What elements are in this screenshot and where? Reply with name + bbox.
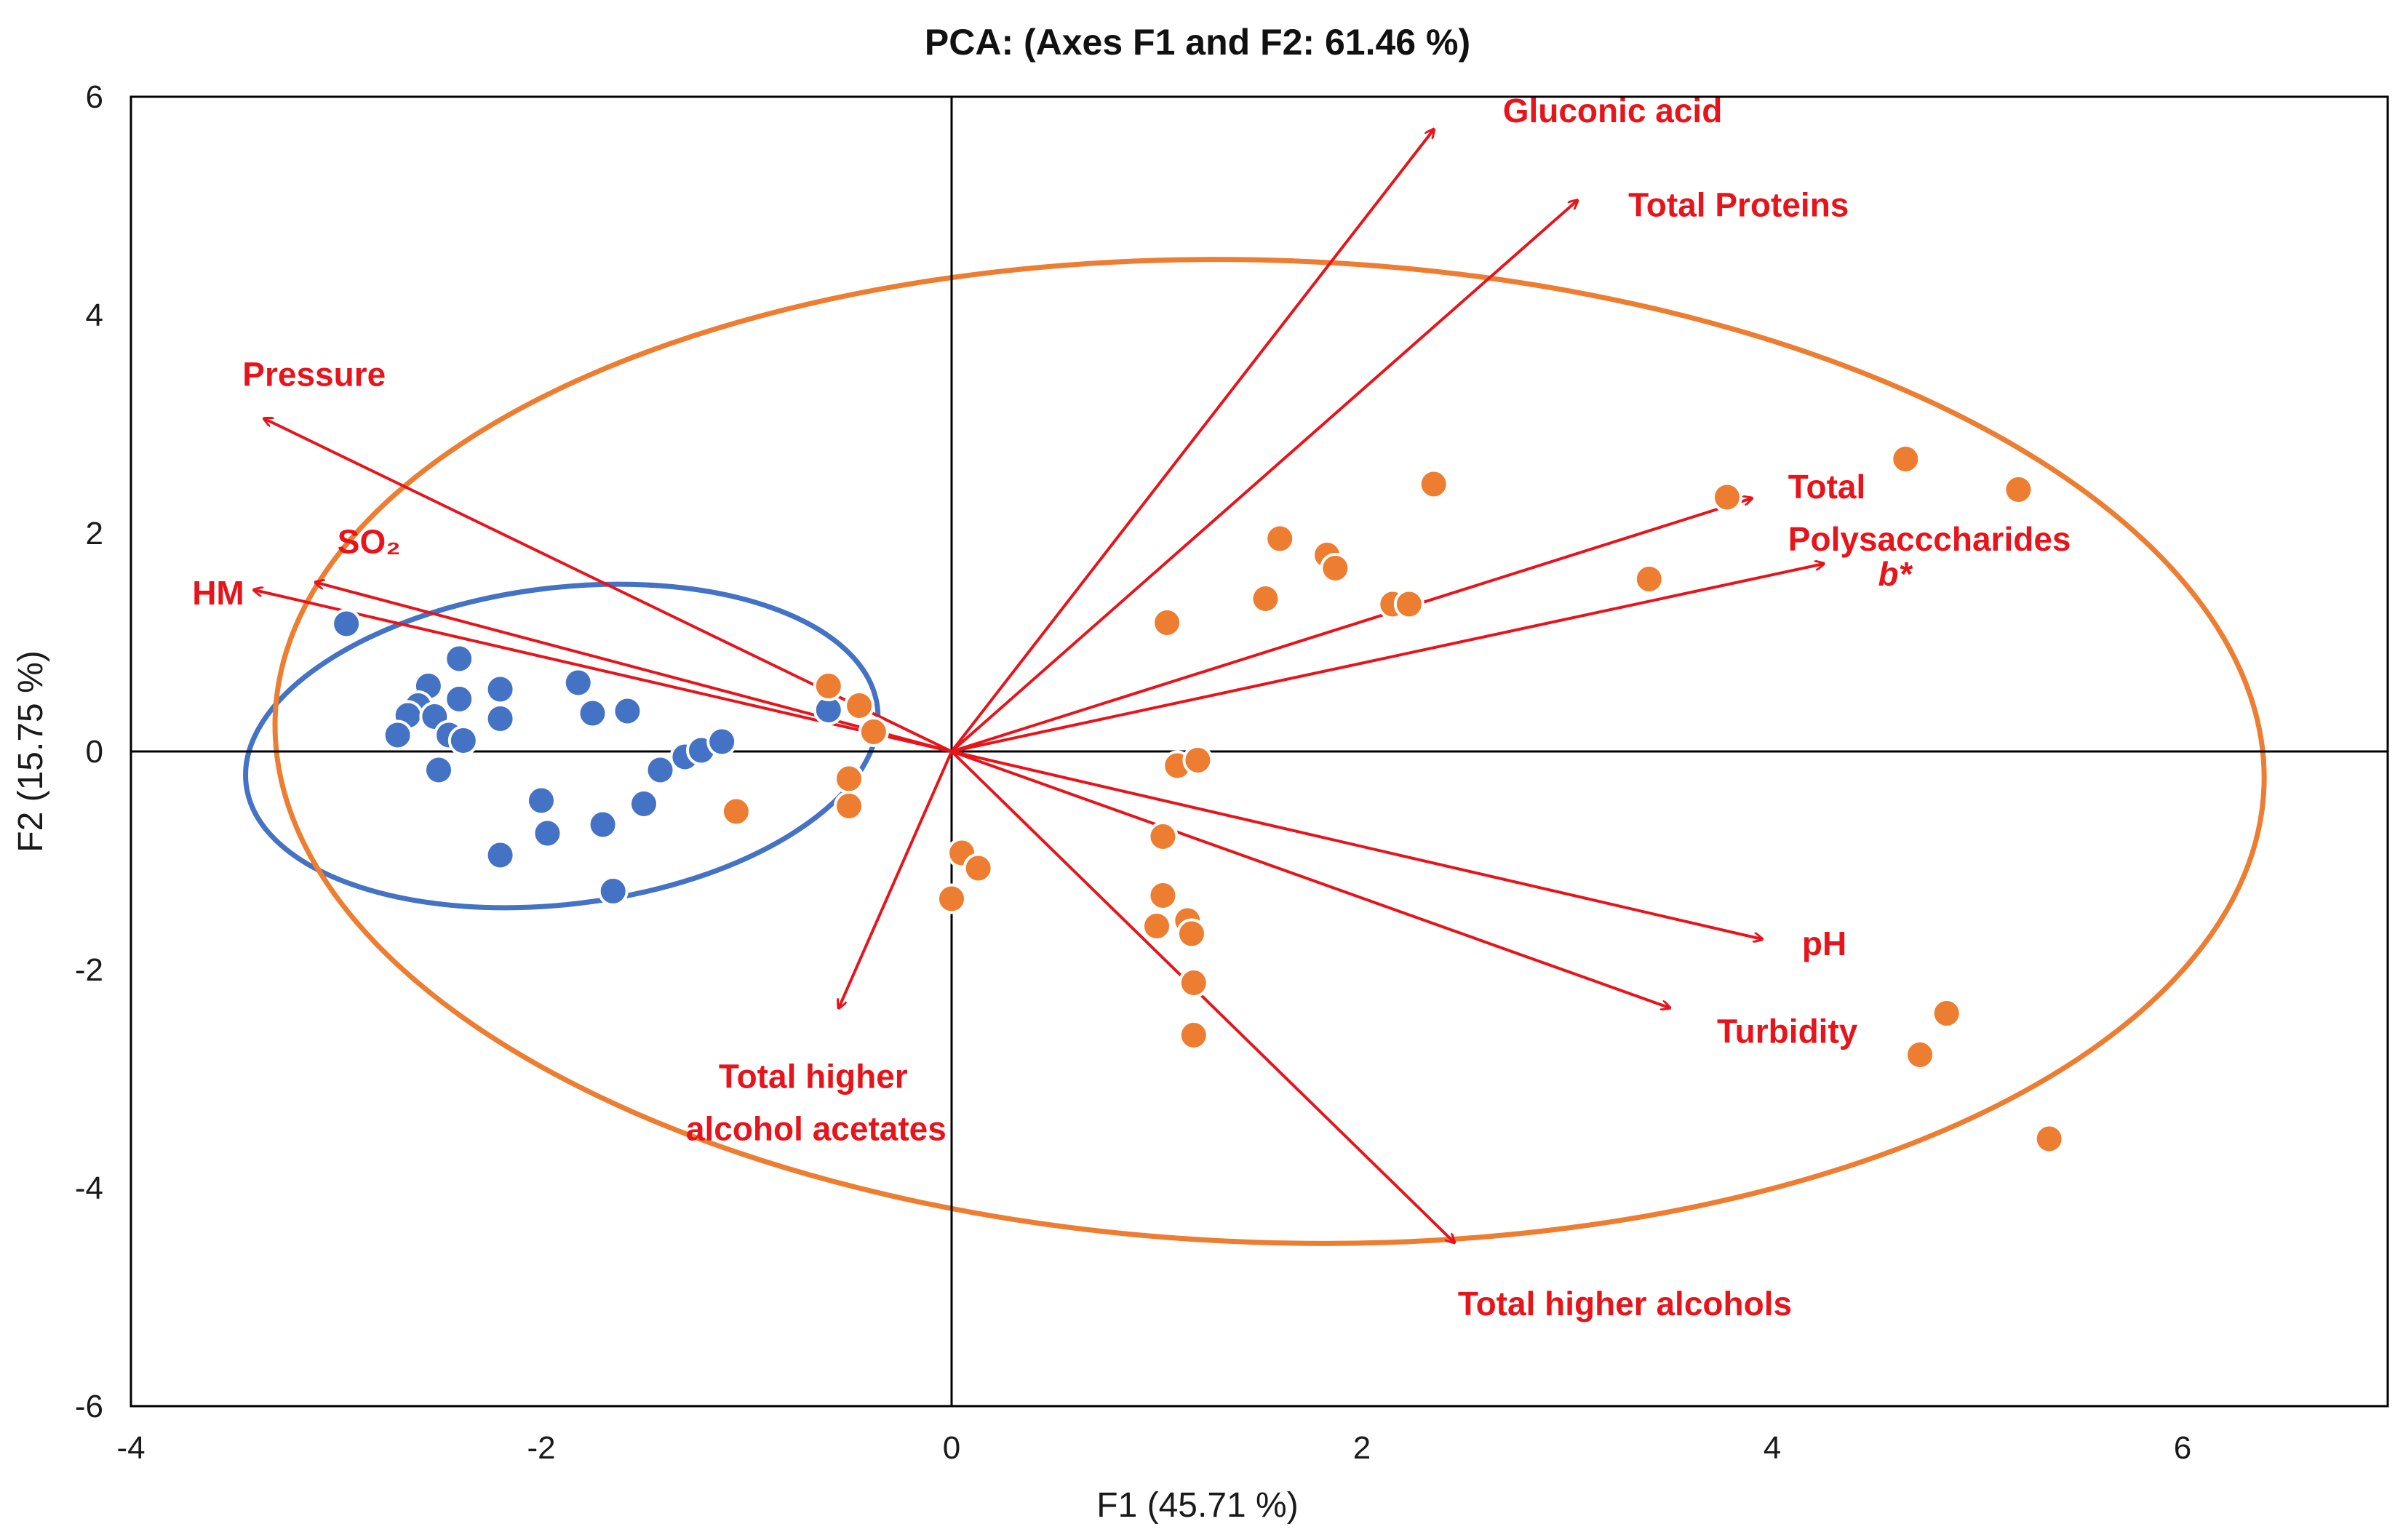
chart-title: PCA: (Axes F1 and F2: 61.46 %) xyxy=(925,22,1470,63)
group1-point-16 xyxy=(645,754,676,786)
group2-point-29 xyxy=(1178,1020,1209,1050)
vector-label-1: Total Proteins xyxy=(1628,186,1849,224)
vector-label-5: SO₂ xyxy=(338,523,401,561)
group1-point-4 xyxy=(444,684,475,714)
group2-point-17 xyxy=(2003,474,2034,505)
group1-point-0 xyxy=(331,608,362,639)
group2-point-28 xyxy=(1178,968,1209,998)
y-tick-label: 0 xyxy=(86,734,103,770)
y-tick-label: -2 xyxy=(75,952,103,988)
group2-point-4 xyxy=(834,791,864,821)
vector-label-9: Total higher xyxy=(719,1058,908,1096)
group2-point-20 xyxy=(1147,821,1179,852)
group2-point-30 xyxy=(1905,1040,1936,1070)
vector-arrow-9 xyxy=(839,751,953,1008)
x-tick-label: 0 xyxy=(943,1430,960,1466)
vector-arrow-7 xyxy=(951,750,1762,939)
group1-point-25 xyxy=(597,876,629,906)
group1-point-22 xyxy=(532,818,563,849)
group1-point-24 xyxy=(485,839,516,871)
vector-arrow-2 xyxy=(951,498,1752,753)
group1-point-20 xyxy=(629,789,659,819)
group1-point-12 xyxy=(423,754,454,786)
vector-arrow-6 xyxy=(254,590,952,753)
group1-point-14 xyxy=(577,698,608,729)
vector-label-2: Total xyxy=(1788,468,1865,506)
group2-point-31 xyxy=(1931,998,1962,1029)
group1-point-13 xyxy=(562,667,594,698)
vector-label-6: HM xyxy=(192,574,244,612)
vector-label-4: Pressure xyxy=(242,356,386,394)
group2-point-3 xyxy=(834,763,864,794)
group1-point-21 xyxy=(526,785,557,816)
group2-point-13 xyxy=(1418,468,1449,500)
group1-point-9 xyxy=(382,719,413,751)
y-tick-label: -4 xyxy=(75,1170,103,1206)
vector-label-3: b* xyxy=(1878,555,1913,593)
x-tick-label: 2 xyxy=(1353,1430,1371,1466)
group1-point-11 xyxy=(447,725,479,756)
group2-point-6 xyxy=(1152,607,1183,638)
vector-arrow-10 xyxy=(950,750,1454,1242)
group2-confidence-ellipse xyxy=(272,257,2267,1246)
group1-point-23 xyxy=(587,809,618,840)
vector-label-2-line2: Polysacccharides xyxy=(1788,520,2071,558)
vector-arrow-5 xyxy=(316,583,952,753)
group2-point-16 xyxy=(1890,444,1921,474)
group2-point-2 xyxy=(858,717,889,747)
x-axis-title: F1 (45.71 %) xyxy=(1096,1486,1298,1525)
group1-point-6 xyxy=(485,703,516,734)
group2-point-15 xyxy=(1711,482,1742,513)
vector-arrow-3 xyxy=(951,564,1824,753)
group2-point-24 xyxy=(1147,880,1179,911)
group2-point-1 xyxy=(844,690,875,721)
vector-arrow-1 xyxy=(950,201,1577,753)
group2-point-7 xyxy=(1264,523,1296,554)
group2-point-19 xyxy=(1182,745,1214,775)
group2-point-27 xyxy=(1176,918,1207,949)
group1-confidence-ellipse xyxy=(243,581,881,911)
x-tick-label: 4 xyxy=(1764,1430,1781,1466)
y-tick-label: 4 xyxy=(86,298,103,333)
group2-point-25 xyxy=(1141,911,1172,941)
vector-arrow-8 xyxy=(951,750,1670,1008)
y-axis-title: F2 (15.75 %) xyxy=(12,650,50,852)
group2-point-5 xyxy=(720,796,752,827)
x-tick-label: -4 xyxy=(116,1430,145,1466)
x-tick-label: -2 xyxy=(527,1430,555,1466)
vector-label-10: Total higher alcohols xyxy=(1458,1285,1792,1322)
group2-point-23 xyxy=(936,883,967,914)
vector-label-0: Gluconic acid xyxy=(1503,92,1723,129)
group2-point-8 xyxy=(1250,583,1281,614)
x-tick-label: 6 xyxy=(2174,1430,2191,1466)
y-tick-label: 2 xyxy=(86,516,103,551)
y-tick-label: -6 xyxy=(75,1389,103,1424)
group1-point-3 xyxy=(485,674,516,705)
vector-label-8: Turbidity xyxy=(1717,1013,1858,1050)
group2-point-0 xyxy=(813,671,844,701)
vector-label-7: pH xyxy=(1802,925,1846,962)
vector-arrow-0 xyxy=(950,129,1434,753)
group2-point-32 xyxy=(2033,1123,2065,1154)
group1-point-2 xyxy=(444,643,475,674)
group2-point-10 xyxy=(1320,553,1351,583)
group2-point-14 xyxy=(1633,564,1665,594)
group1-point-15 xyxy=(612,695,643,727)
group2-point-12 xyxy=(1393,589,1424,620)
vector-label-9-line2: alcohol acetates xyxy=(686,1110,947,1148)
group2-point-22 xyxy=(963,853,994,884)
y-tick-label: 6 xyxy=(86,79,103,115)
group1-point-19 xyxy=(706,726,738,757)
